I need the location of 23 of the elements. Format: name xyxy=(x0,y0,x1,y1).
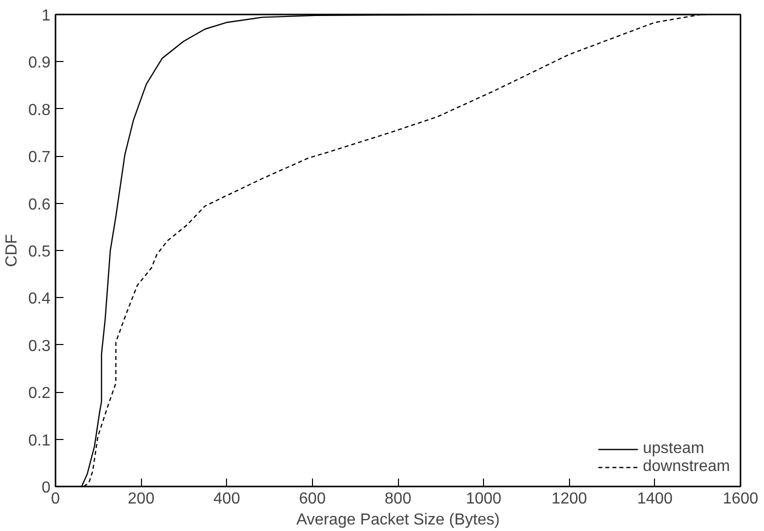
y-tick-label: 0.4 xyxy=(28,290,51,308)
x-tick-label: 1000 xyxy=(466,490,502,508)
y-tick-label: 0.3 xyxy=(28,338,51,355)
y-tick-label: 0.8 xyxy=(28,102,51,119)
y-tick-label: 0.2 xyxy=(28,385,51,402)
x-tick-label: 1400 xyxy=(637,490,673,508)
y-tick-label: 1 xyxy=(42,8,51,24)
x-tick-label: 800 xyxy=(384,490,412,508)
x-tick-label: 600 xyxy=(299,490,326,508)
x-tick-label: 1600 xyxy=(722,490,758,508)
y-tick-label: 0.5 xyxy=(28,244,51,260)
y-tick-label: 0.7 xyxy=(28,149,51,166)
x-axis-title: Average Packet Size (Bytes) xyxy=(296,512,500,528)
y-tick-label: 0 xyxy=(42,480,51,496)
legend-label: upsteam xyxy=(642,440,704,458)
legend-label: downstream xyxy=(642,458,730,476)
x-tick-label: 1200 xyxy=(551,490,588,508)
y-tick-label: 0.6 xyxy=(28,196,51,214)
y-axis-title: CDF xyxy=(3,234,20,267)
y-tick-label: 0.1 xyxy=(28,432,51,450)
y-tick-label: 0.9 xyxy=(28,54,51,72)
x-tick-label: 400 xyxy=(213,490,240,508)
x-tick-label: 200 xyxy=(128,490,155,508)
